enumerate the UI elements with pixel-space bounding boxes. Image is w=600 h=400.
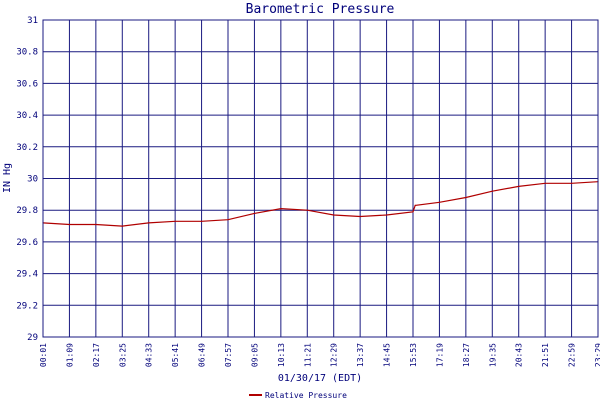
y-axis-label: IN Hg <box>2 163 13 193</box>
x-tick-label: 15:53 <box>409 343 418 367</box>
y-tick-label: 30.4 <box>16 111 38 121</box>
x-tick-label: 00:01 <box>39 343 48 367</box>
x-tick-label: 02:17 <box>92 343 101 367</box>
x-tick-label: 03:25 <box>118 343 127 367</box>
series-line-relative-pressure <box>42 181 599 227</box>
plot-frame <box>42 19 599 338</box>
x-axis-label: 01/30/17 (EDT) <box>278 373 362 384</box>
y-tick-label: 31 <box>27 16 38 26</box>
legend: Relative Pressure <box>249 391 347 400</box>
x-tick-labels: 00:01 01:09 02:17 03:25 04:33 05:41 06:49 07:57… <box>39 343 600 367</box>
data-point <box>571 182 573 184</box>
x-tick-label: 17:19 <box>435 343 444 367</box>
data-point <box>518 185 520 187</box>
x-tick-label: 22:59 <box>568 343 577 367</box>
data-point <box>359 215 361 218</box>
y-tick-label: 29.2 <box>16 301 38 311</box>
x-tick-label: 09:05 <box>250 343 259 367</box>
data-point <box>412 211 414 213</box>
x-tick-label: 21:51 <box>541 343 550 367</box>
y-tick-label: 29 <box>27 333 38 343</box>
x-tick-label: 14:45 <box>383 343 392 367</box>
y-tick-label: 30.8 <box>16 48 38 58</box>
data-point <box>544 182 546 184</box>
y-tick-label: 29.4 <box>16 270 38 280</box>
data-point <box>306 209 308 211</box>
data-point <box>280 208 282 210</box>
y-tick-label: 30.2 <box>16 143 38 153</box>
data-point <box>386 214 388 216</box>
data-point <box>95 223 97 226</box>
data-point <box>333 214 335 216</box>
data-point <box>414 204 416 206</box>
x-tick-label: 12:29 <box>330 343 339 367</box>
chart-title: Barometric Pressure <box>246 2 395 17</box>
x-tick-label: 23:29 <box>594 343 600 367</box>
x-tick-label: 18:27 <box>462 343 471 367</box>
gridlines <box>42 19 599 338</box>
x-tick-label: 05:41 <box>171 343 180 367</box>
x-tick-label: 13:37 <box>356 343 365 367</box>
x-tick-label: 04:33 <box>145 343 154 367</box>
data-point <box>121 225 123 227</box>
x-tick-label: 11:21 <box>303 343 312 367</box>
legend-label: Relative Pressure <box>265 391 347 400</box>
data-point <box>227 219 229 221</box>
data-point <box>491 190 493 192</box>
data-point <box>148 222 150 224</box>
data-point <box>174 220 176 222</box>
data-point <box>438 201 440 203</box>
data-point <box>253 212 255 214</box>
x-tick-label: 19:35 <box>488 343 497 367</box>
y-tick-label: 30.6 <box>16 79 38 89</box>
x-tick-label: 10:13 <box>277 343 286 367</box>
series-layer <box>42 181 599 227</box>
x-tick-label: 07:57 <box>224 343 233 367</box>
data-point <box>68 223 70 226</box>
x-tick-label: 20:43 <box>515 343 524 367</box>
y-tick-labels: 29 29.2 29.4 29.6 29.8 30 30.2 30.4 30.6 30.8 31 <box>16 16 38 343</box>
y-tick-label: 30 <box>27 175 38 185</box>
y-tick-label: 29.8 <box>16 206 38 216</box>
x-tick-label: 06:49 <box>198 343 207 367</box>
data-point <box>201 220 203 222</box>
data-point <box>465 196 467 199</box>
y-tick-label: 29.6 <box>16 238 38 248</box>
x-tick-label: 01:09 <box>65 343 74 367</box>
